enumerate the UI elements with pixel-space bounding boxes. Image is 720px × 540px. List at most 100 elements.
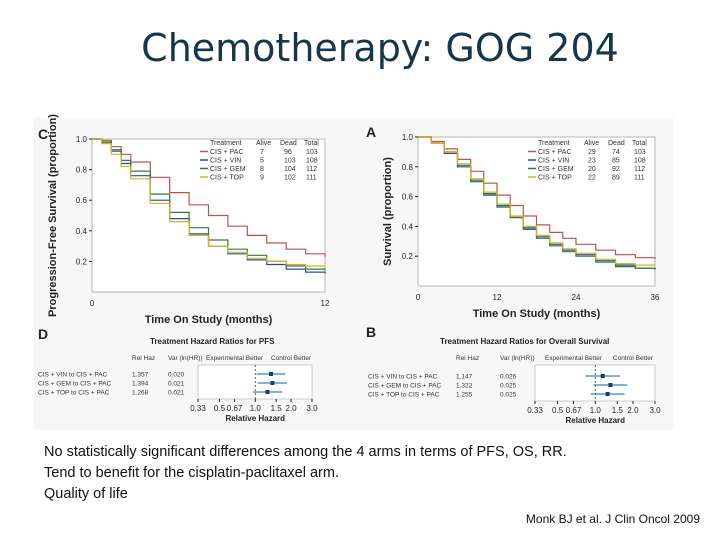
legend-dead: 74 [612,149,620,156]
legend-alive: 5 [260,158,264,165]
x-axis-label: Time On Study (months) [473,308,601,320]
forest-title: Treatment Hazard Ratios for PFS [150,337,275,346]
forest-title: Treatment Hazard Ratios for Overall Surv… [440,337,609,346]
bullet-line: No statistically significant differences… [44,444,567,460]
forest-row-label: CIS + TOP to CIS + PAC [38,390,110,397]
legend-alive: 7 [260,149,264,156]
forest-row-hr: 1.255 [456,392,473,399]
forest-row-var: 0.025 [500,392,517,399]
y-tick-label: 0.4 [76,227,88,236]
favor-left-label: Experimental Better [206,355,264,362]
forest-row-var: 0.026 [500,374,517,381]
x-tick-label: 12 [493,293,502,302]
forest-row-label: CIS + GEM to CIS + PAC [368,383,442,390]
legend-treatment: CIS + TOP [210,175,244,182]
y-tick-label: 1.0 [76,135,88,144]
legend-treatment: CIS + GEM [538,166,574,173]
legend-total: 103 [634,149,646,156]
forest-row-var: 0.020 [168,372,185,379]
x-tick-label: 2.0 [627,406,639,415]
forest-row-label: CIS + VIN to CIS + PAC [38,372,108,379]
panel-a-os-curve: A 1.0 0.8 0.6 0.4 0.2 0 12 24 36 Time On Study (mo… [366,124,660,320]
x-tick-label: 0.67 [227,404,243,413]
x-tick-label: 2.0 [285,404,297,413]
y-tick-label: 0.2 [402,252,414,261]
x-axis-label: Time On Study (months) [145,314,273,326]
forest-row-hr: 1.147 [456,374,473,381]
x-tick-label: 0 [90,299,95,308]
legend-dead: 89 [612,175,620,182]
hazard-ratio-point [600,374,605,378]
x-tick-label: 0.33 [527,406,543,415]
legend-dead: 96 [284,149,292,156]
legend-alive: 20 [588,166,596,173]
km-curve-top [92,138,326,268]
legend-dead: 85 [612,158,620,165]
x-tick-label: 0 [416,293,421,302]
slide-body: No statistically significant differences… [44,442,567,505]
panel-letter: D [38,326,48,342]
x-axis-label: Relative Hazard [225,414,285,423]
legend-alive: 22 [588,175,596,182]
bullet-line: Quality of life [44,486,128,502]
legend-treatment: CIS + VIN [538,158,569,165]
y-tick-label: 0.6 [76,196,88,205]
x-tick-label: 0.5 [552,406,564,415]
y-axis-label: Progression-Free Survival (proportion) [47,114,59,317]
km-curve-top [418,136,656,267]
hazard-ratio-point [269,372,274,376]
col-header-hr: Rel Haz [132,355,155,362]
legend-total: 112 [634,166,645,173]
x-tick-label: 36 [651,293,660,302]
favor-right-label: Control Better [271,355,312,362]
km-curve-pac [92,138,326,257]
forest-row-var: 0.021 [168,381,185,388]
col-header-var: Var (ln(HR)) [168,355,203,362]
hazard-ratio-point [270,381,275,385]
legend-alive: 23 [588,158,596,165]
legend-header: Alive [256,140,271,147]
forest-row-hr: 1.357 [132,372,149,379]
hazard-ratio-point [265,390,270,394]
legend-treatment: CIS + TOP [538,175,572,182]
y-tick-label: 0.2 [76,257,88,266]
legend-header: Dead [608,140,625,147]
y-tick-label: 0.6 [402,193,414,202]
legend-header: Total [632,140,647,147]
favor-left-label: Experimental Better [545,355,603,362]
x-tick-label: 0.67 [566,406,582,415]
legend-treatment: CIS + PAC [538,149,572,156]
legend-dead: 92 [612,166,620,173]
panel-b-os-forest-plot: B Treatment Hazard Ratios for Overall Sur… [366,324,661,425]
legend-alive: 9 [260,175,264,182]
forest-row-label: CIS + VIN to CIS + PAC [368,374,438,381]
legend-header: Total [304,140,319,147]
panel-letter: B [366,324,376,340]
x-tick-label: 3.0 [649,406,661,415]
y-tick-label: 0.8 [76,166,88,175]
legend-header: Treatment [210,140,242,147]
forest-row-var: 0.021 [168,390,185,397]
legend-total: 108 [306,158,318,165]
col-header-hr: Rel Haz [456,355,479,362]
legend-total: 108 [634,158,646,165]
legend-treatment: CIS + VIN [210,158,241,165]
favor-right-label: Control Better [613,355,654,362]
legend-treatment: CIS + PAC [210,149,244,156]
x-tick-label: 3.0 [306,404,318,413]
forest-row-hr: 1.268 [132,390,149,397]
y-tick-label: 0.8 [402,163,414,172]
legend-dead: 104 [284,166,296,173]
slide-title: Chemotherapy: GOG 204 [141,26,619,70]
panel-c-pfs-curve: C 1.0 0.8 0.6 0.4 0.2 0 12 Time On Study (months… [38,114,330,326]
legend-treatment: CIS + GEM [210,166,246,173]
forest-row-label: CIS + TOP to CIS + PAC [368,392,440,399]
legend-alive: 8 [260,166,264,173]
forest-row-label: CIS + GEM to CIS + PAC [38,381,112,388]
x-axis-label: Relative Hazard [565,416,625,425]
panel-letter: C [38,126,48,142]
panel-letter: A [366,124,376,140]
legend-alive: 29 [588,149,596,156]
hazard-ratio-point [608,383,613,387]
